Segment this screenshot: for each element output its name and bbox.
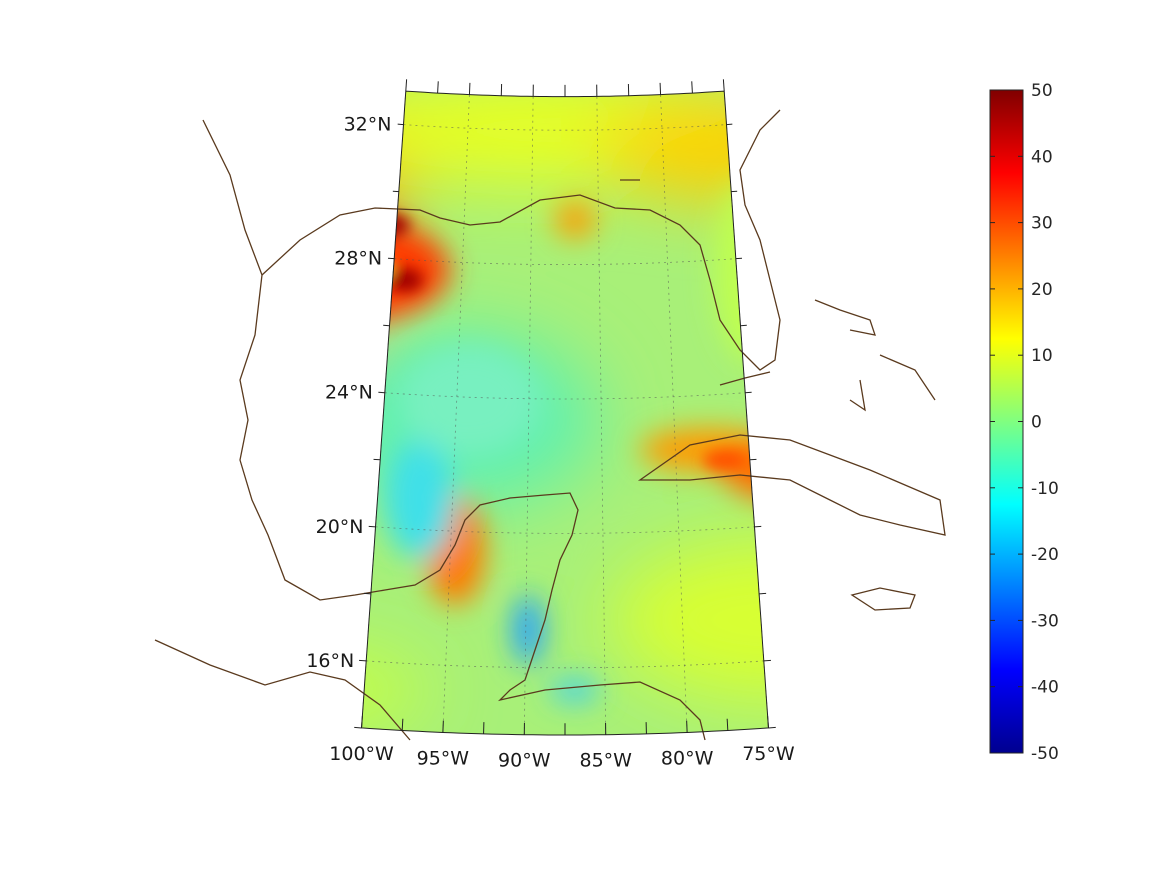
tick-mark — [722, 79, 725, 92]
anomaly-tamaulipas-red — [225, 295, 335, 385]
colorbar-tick-label: -40 — [1031, 678, 1059, 698]
map-border — [360, 90, 770, 736]
anomaly-bahamas — [810, 330, 870, 420]
longitude-label: 100°W — [329, 743, 394, 765]
coastline-texas-louisiana — [261, 109, 781, 371]
latitude-label: 24°N — [325, 382, 373, 404]
anomaly-jamaica — [845, 585, 915, 625]
colorbar-tick-label: -20 — [1031, 545, 1059, 565]
colorbar-tick-label: 30 — [1031, 214, 1053, 234]
coastline-cuba — [637, 434, 946, 536]
longitude-label: 75°W — [742, 743, 795, 765]
anomaly-northwest-land — [361, 91, 380, 390]
longitude-label: 95°W — [417, 747, 470, 769]
tick-mark — [361, 716, 363, 728]
core-matagorda — [361, 290, 365, 310]
colorbar-ticks: 50 40 30 20 10 0 -10 -20 -30 -40 -50 — [990, 81, 1059, 764]
colorbar-tick-label: 20 — [1031, 280, 1053, 300]
core-galveston — [278, 223, 322, 267]
latitude-label: 20°N — [316, 516, 364, 538]
heatmap-field — [220, 91, 955, 736]
anomaly-central-gulf-cool — [400, 345, 540, 455]
coastline-central-america-inland — [154, 639, 411, 741]
colorbar-tick-label: 40 — [1031, 147, 1053, 167]
meridian-line — [523, 96, 534, 735]
coastline-gulf-mainland — [202, 119, 706, 741]
anomaly-east-atlantic — [790, 150, 930, 410]
tick-mark — [405, 79, 408, 92]
longitude-label: 90°W — [498, 750, 551, 772]
anomaly-mississippi-delta — [555, 202, 595, 238]
coastline-jamaica — [850, 587, 916, 611]
longitude-label: 80°W — [661, 747, 714, 769]
colorbar-tick-label: 50 — [1031, 81, 1053, 101]
anomaly-florida-peninsula — [715, 180, 769, 360]
coastline-bahamas — [814, 299, 936, 412]
colorbar-tick-label: 0 — [1031, 413, 1042, 433]
tick-mark — [768, 726, 776, 729]
latitude-labels: 32°N 28°N 24°N 20°N 16°N — [306, 114, 391, 672]
colorbar-tick-label: 10 — [1031, 346, 1053, 366]
coastlines — [154, 109, 946, 741]
colorbar-tick-label: -30 — [1031, 611, 1059, 631]
tick-mark — [726, 718, 729, 731]
tick-mark — [437, 81, 439, 94]
map-frame — [354, 79, 776, 736]
anomaly-cuba-central — [720, 435, 769, 505]
parallel-line — [366, 660, 764, 669]
anomaly-belize-cool — [513, 595, 543, 665]
meridian-line — [596, 96, 607, 735]
anomaly-texas-coast-band — [361, 220, 450, 320]
tick-mark — [354, 726, 362, 729]
anomaly-veracruz-north — [220, 355, 290, 415]
parallel-line — [384, 392, 746, 400]
anomaly-florida-panhandle — [600, 100, 769, 200]
anomaly-haiti — [915, 485, 955, 555]
tick-mark — [401, 718, 404, 731]
longitude-label: 85°W — [579, 750, 632, 772]
anomaly-campeche-cool — [385, 440, 455, 560]
longitude-labels: 100°W 95°W 90°W 85°W 80°W 75°W — [329, 743, 795, 772]
tick-mark — [767, 716, 769, 728]
core-cuba-west — [703, 450, 747, 470]
anomaly-honduras-cool — [550, 678, 600, 702]
core-cuba-east — [825, 490, 885, 520]
tick-mark — [763, 659, 771, 662]
tick-mark — [691, 81, 693, 94]
colorbar: 50 40 30 20 10 0 -10 -20 -30 -40 -50 — [989, 81, 1059, 764]
core-la-coast — [387, 268, 423, 292]
tick-mark — [359, 659, 367, 662]
colorbar-tick-label: -50 — [1031, 744, 1059, 764]
latitude-label: 16°N — [306, 650, 354, 672]
meridian-line — [660, 94, 688, 733]
anomaly-caribbean — [610, 540, 769, 700]
latitude-label: 28°N — [334, 248, 382, 270]
coastline-florida-keys — [620, 179, 771, 386]
latitude-label: 32°N — [344, 114, 392, 136]
core-tamaulipas — [285, 335, 345, 375]
meridian-line — [442, 94, 470, 733]
colorbar-tick-label: -10 — [1031, 479, 1059, 499]
colorbar-gradient — [989, 89, 1024, 754]
